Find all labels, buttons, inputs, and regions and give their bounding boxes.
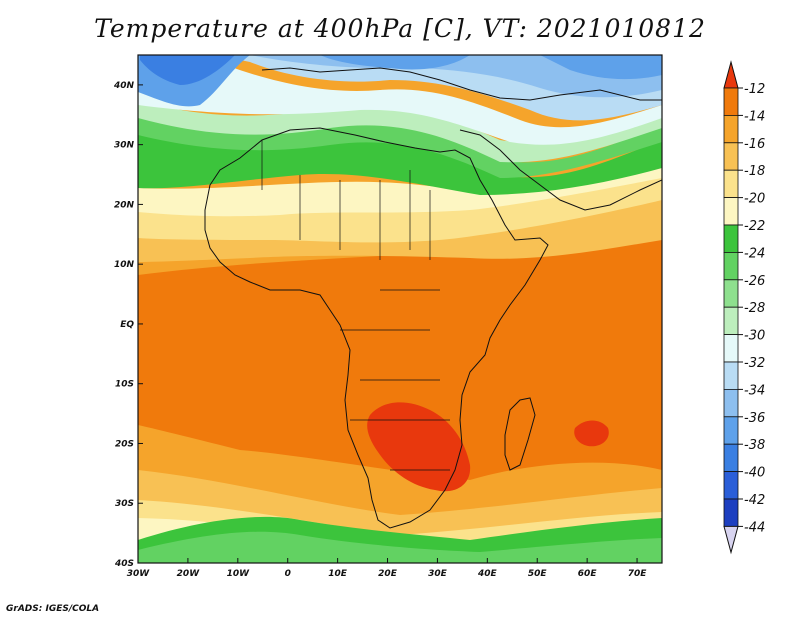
map-title: Temperature at 400hPa [C], VT: 202101081… (94, 14, 706, 43)
colorbar-segment (723, 471, 739, 500)
colorbar-label: -42 (744, 493, 765, 508)
field-north-green-2 (138, 115, 662, 178)
colorbar-segment (723, 169, 739, 198)
lat-tick-label: 20S (115, 439, 134, 449)
colorbar-bottom-arrow (723, 525, 739, 555)
colorbar-label: -38 (744, 438, 765, 453)
lat-tick-label: 30S (115, 499, 134, 509)
field-north-blue-6 (540, 55, 662, 80)
lon-tick-label: 30E (428, 569, 448, 579)
colorbar: -12 -14 -16 -18 -20 -22 -24 -26 -28 -30 -32 -34 -36 -… (723, 60, 765, 555)
lat-tick-label: 20N (114, 200, 135, 210)
field-north-cyan (138, 55, 662, 145)
field-north-blue-4 (140, 55, 235, 85)
credit-footer: GrADS: IGES/COLA (6, 604, 100, 614)
lon-tick-label: 50E (528, 569, 548, 579)
lat-tick-label: 10N (114, 260, 135, 270)
colorbar-segment (723, 334, 739, 363)
country-borders (261, 140, 450, 471)
colorbar-segment (723, 388, 739, 418)
temperature-field (138, 55, 662, 563)
arabia-coastline (459, 129, 662, 211)
field-south-green-2 (138, 531, 662, 563)
colorbar-label: -44 (744, 520, 765, 535)
lon-tick-label: 20E (378, 569, 398, 579)
lat-tick-label: 30N (114, 141, 135, 151)
lon-tick-label: 0 (285, 569, 291, 579)
lat-tick-label: 40N (113, 81, 135, 91)
colorbar-segment (723, 443, 739, 473)
colorbar-label: -40 (744, 466, 765, 481)
colorbar-top-arrow (723, 60, 739, 89)
colorbar-segment (723, 498, 739, 527)
field-north-green (138, 125, 662, 195)
latitude-axis: 40N 30N 20N 10N EQ 10S 20S 30S 40S (113, 81, 143, 569)
lon-tick-label: 70E (628, 569, 648, 579)
colorbar-segment (723, 416, 739, 445)
field-north-blue-2 (138, 55, 662, 98)
field-north-band-3 (138, 160, 662, 217)
colorbar-segment (723, 251, 739, 281)
lon-tick-label: 20W (177, 569, 201, 579)
colorbar-label: -18 (744, 164, 765, 179)
colorbar-label: -14 (744, 109, 765, 124)
colorbar-label: -32 (744, 356, 765, 371)
colorbar-segment (723, 279, 739, 308)
field-hot-spot (367, 402, 471, 492)
field-hot-spot-east (574, 420, 609, 447)
coastlines (204, 67, 662, 529)
colorbar-segment (723, 115, 739, 144)
colorbar-label: -26 (744, 274, 765, 289)
colorbar-label: -20 (744, 192, 765, 207)
colorbar-segment (723, 224, 739, 253)
lat-tick-label: 40S (114, 559, 134, 569)
colorbar-label: -22 (744, 219, 765, 234)
lon-tick-label: 10E (328, 569, 348, 579)
africa-coastline (204, 127, 549, 529)
colorbar-label: -36 (744, 411, 765, 426)
map-frame (137, 54, 663, 564)
madagascar-coastline (504, 397, 536, 471)
lon-tick-label: 10W (227, 569, 251, 579)
colorbar-segment (723, 306, 739, 336)
lon-tick-label: 60E (578, 569, 598, 579)
colorbar-segment (723, 87, 739, 116)
field-north-blue-5 (320, 55, 470, 70)
colorbar-label: -16 (744, 137, 765, 152)
colorbar-label: -28 (744, 301, 765, 316)
colorbar-segment (723, 361, 739, 390)
colorbar-label: -34 (744, 383, 765, 398)
longitude-axis: 30W 20W 10W 0 10E 20E 30E 40E 50E 60E 70E (127, 558, 647, 579)
field-orange-band (138, 220, 662, 480)
lat-tick-label: EQ (120, 320, 134, 330)
colorbar-segment (723, 142, 739, 171)
colorbar-label: -12 (744, 82, 765, 97)
field-north-lightgreen (138, 100, 662, 163)
lon-tick-label: 40E (477, 569, 498, 579)
colorbar-label: -24 (744, 246, 765, 261)
colorbar-label: -30 (744, 329, 765, 344)
lat-tick-label: 10S (115, 380, 134, 390)
lon-tick-label: 30W (127, 569, 151, 579)
mediterranean-coastline (261, 67, 662, 101)
colorbar-segment (723, 197, 739, 226)
